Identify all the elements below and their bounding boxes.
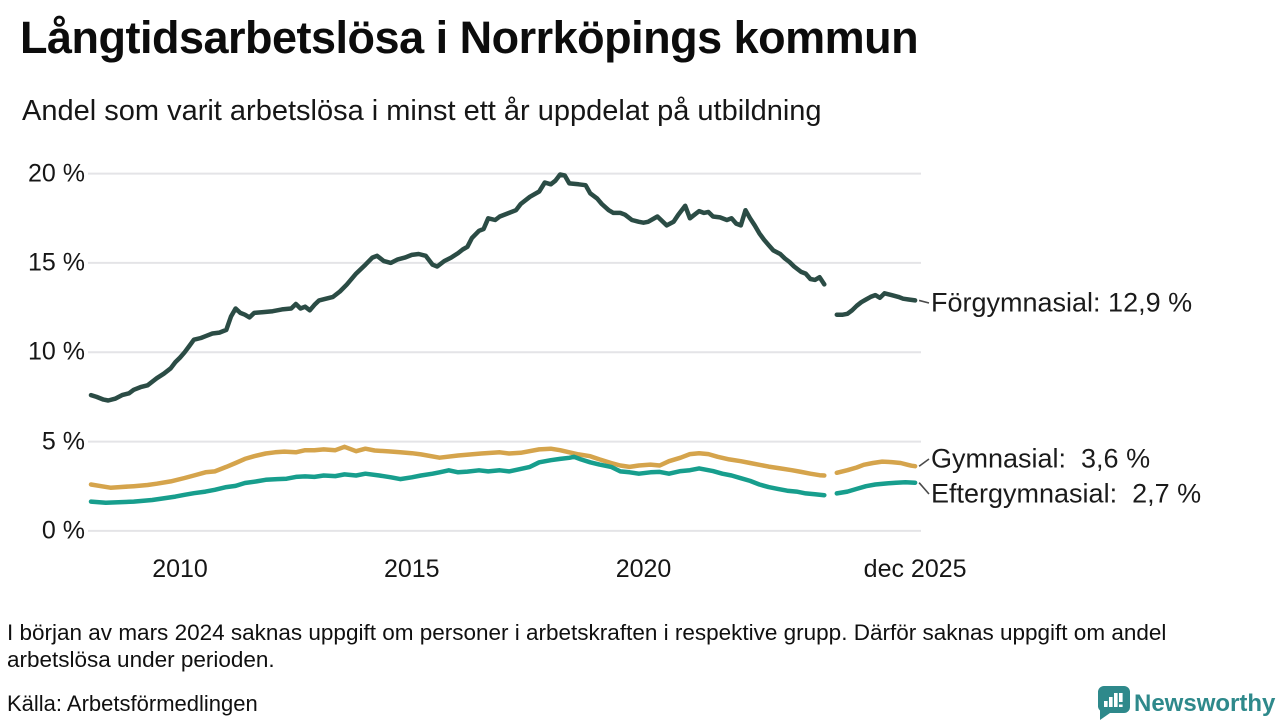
newsworthy-logo-icon [1098,686,1130,720]
footnote: I början av mars 2024 saknas uppgift om … [7,620,1167,672]
series-line-gymnasial [834,459,918,476]
series-line-forgymnasial [88,172,827,403]
series-end-label-eftergymnasial: Eftergymnasial: 2,7 % [931,478,1202,509]
y-tick-label: 20 % [28,159,85,188]
x-tick-label: 2010 [152,555,208,583]
leader-line-forgymnasial [918,299,930,304]
y-tick-label: 15 % [28,248,85,277]
series-line-eftergymnasial [88,454,827,505]
series-line-gymnasial [88,444,827,490]
y-tick-label: 5 % [41,427,85,456]
y-tick-label: 10 % [28,337,85,366]
newsworthy-logo-text: Newsworthy [1134,690,1276,717]
series-end-label-gymnasial: Gymnasial: 3,6 % [931,443,1151,474]
leader-line-eftergymnasial [918,482,930,495]
page-subtitle: Andel som varit arbetslösa i minst ett å… [22,95,822,127]
series-end-label-forgymnasial: Förgymnasial: 12,9 % [931,287,1193,318]
page-title: Långtidsarbetslösa i Norrköpings kommun [20,12,919,63]
series-line-forgymnasial [834,291,918,317]
leader-line-gymnasial [918,458,930,467]
x-tick-label: 2015 [383,555,440,583]
y-tick-label: 0 % [41,516,85,545]
series-line-eftergymnasial [834,480,918,496]
source-credit: Källa: Arbetsförmedlingen [7,691,258,716]
x-tick-label: 2020 [615,555,672,583]
x-tick-label: dec 2025 [863,555,967,583]
